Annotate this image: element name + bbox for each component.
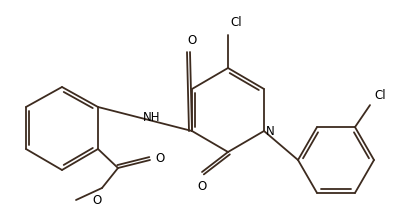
- Text: Cl: Cl: [374, 88, 386, 102]
- Text: O: O: [188, 34, 197, 47]
- Text: NH: NH: [143, 110, 161, 123]
- Text: O: O: [197, 179, 206, 192]
- Text: N: N: [266, 125, 274, 138]
- Text: Cl: Cl: [230, 15, 242, 28]
- Text: O: O: [155, 151, 165, 164]
- Text: O: O: [92, 194, 102, 207]
